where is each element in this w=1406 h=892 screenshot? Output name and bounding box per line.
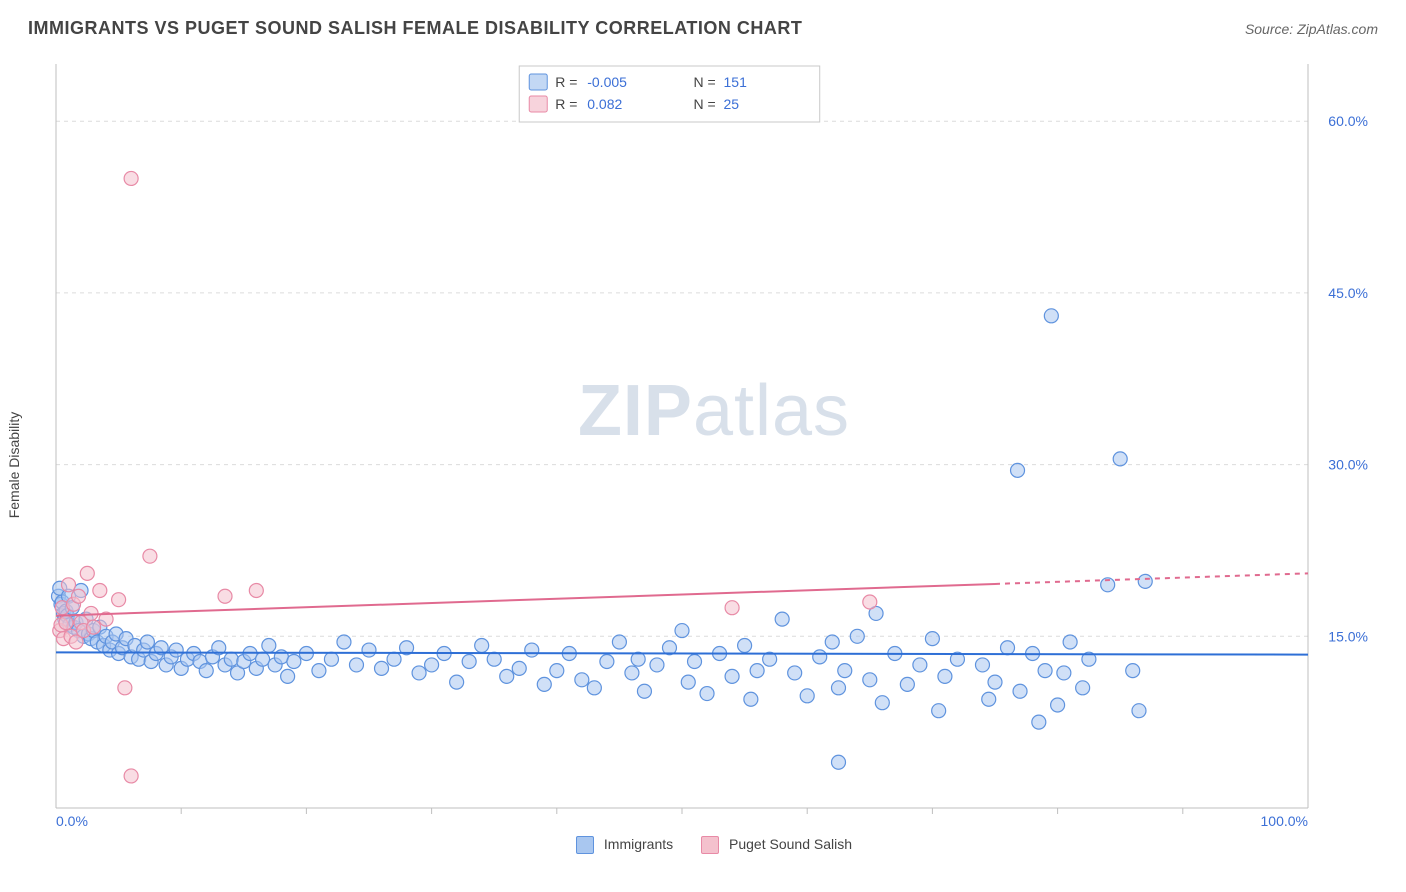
svg-text:60.0%: 60.0% [1328, 113, 1368, 129]
svg-text:0.082: 0.082 [587, 96, 622, 112]
plot-area: ZIPatlas 15.0%30.0%45.0%60.0%0.0%100.0%R… [50, 58, 1378, 826]
svg-text:-0.005: -0.005 [587, 74, 627, 90]
legend-swatch-salish [701, 836, 719, 854]
chart-title: IMMIGRANTS VS PUGET SOUND SALISH FEMALE … [28, 18, 802, 39]
scatter-chart: 15.0% 30.0% 45.0% 60.0% 0.0% 100.0% R = -0.005… [50, 58, 1378, 826]
legend-swatch-immigrants [576, 836, 594, 854]
svg-text:N =: N = [694, 74, 716, 90]
svg-text:100.0%: 100.0% [1261, 813, 1308, 826]
source-attribution: Source: ZipAtlas.com [1245, 21, 1378, 37]
svg-text:15.0%: 15.0% [1328, 628, 1368, 644]
svg-text:R =: R = [555, 96, 577, 112]
svg-text:151: 151 [724, 74, 748, 90]
svg-text:0.0%: 0.0% [56, 813, 88, 826]
legend-item-salish: Puget Sound Salish [701, 836, 852, 854]
svg-text:30.0%: 30.0% [1328, 457, 1368, 473]
svg-text:45.0%: 45.0% [1328, 285, 1368, 301]
y-axis-label: Female Disability [6, 412, 22, 519]
chart-container: Female Disability ZIPatlas 15.0%30.0%45.… [28, 58, 1378, 872]
svg-text:25: 25 [724, 96, 740, 112]
svg-text:R =: R = [555, 74, 577, 90]
bottom-legend: Immigrants Puget Sound Salish [50, 836, 1378, 854]
svg-text:N =: N = [694, 96, 716, 112]
legend-item-immigrants: Immigrants [576, 836, 673, 854]
